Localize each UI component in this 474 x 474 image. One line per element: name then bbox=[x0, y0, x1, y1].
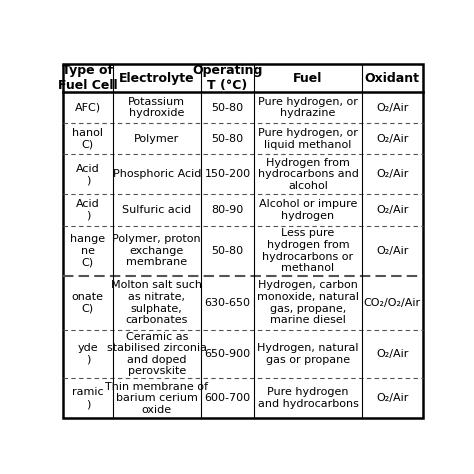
Text: Polymer, proton
exchange
membrane: Polymer, proton exchange membrane bbox=[112, 234, 201, 267]
Text: 50-80: 50-80 bbox=[211, 246, 244, 256]
Text: ramic
): ramic ) bbox=[72, 387, 104, 409]
Text: Fuel: Fuel bbox=[293, 72, 323, 84]
Text: O₂/Air: O₂/Air bbox=[376, 393, 409, 403]
Text: Pure hydrogen
and hydrocarbons: Pure hydrogen and hydrocarbons bbox=[257, 387, 358, 409]
Text: Potassium
hydroxide: Potassium hydroxide bbox=[128, 97, 185, 118]
Text: Pure hydrogen, or
liquid methanol: Pure hydrogen, or liquid methanol bbox=[258, 128, 358, 150]
Text: Type of
Fuel Cell: Type of Fuel Cell bbox=[58, 64, 118, 92]
Text: Oxidant: Oxidant bbox=[365, 72, 420, 84]
Text: O₂/Air: O₂/Air bbox=[376, 102, 409, 112]
Text: Phosphoric Acid: Phosphoric Acid bbox=[112, 169, 201, 179]
Text: Less pure
hydrogen from
hydrocarbons or
methanol: Less pure hydrogen from hydrocarbons or … bbox=[263, 228, 354, 273]
Text: O₂/Air: O₂/Air bbox=[376, 169, 409, 179]
Text: O₂/Air: O₂/Air bbox=[376, 349, 409, 359]
Text: yde
): yde ) bbox=[78, 343, 98, 365]
Text: Hydrogen, natural
gas or propane: Hydrogen, natural gas or propane bbox=[257, 343, 359, 365]
Text: Ceramic as
stabilised zirconia
and doped
perovskite: Ceramic as stabilised zirconia and doped… bbox=[107, 332, 207, 376]
Text: Polymer: Polymer bbox=[134, 134, 179, 144]
Text: 650-900: 650-900 bbox=[205, 349, 251, 359]
Text: hange
ne
C): hange ne C) bbox=[70, 234, 105, 267]
Text: CO₂/O₂/Air: CO₂/O₂/Air bbox=[364, 298, 421, 308]
Text: Hydrogen, carbon
monoxide, natural
gas, propane,
marine diesel: Hydrogen, carbon monoxide, natural gas, … bbox=[257, 281, 359, 325]
Text: O₂/Air: O₂/Air bbox=[376, 246, 409, 256]
Text: Electrolyte: Electrolyte bbox=[119, 72, 194, 84]
Text: Sulfuric acid: Sulfuric acid bbox=[122, 205, 191, 215]
Text: hanol
C): hanol C) bbox=[73, 128, 103, 150]
Text: Acid
): Acid ) bbox=[76, 199, 100, 221]
Text: 150-200: 150-200 bbox=[205, 169, 251, 179]
Text: 600-700: 600-700 bbox=[205, 393, 251, 403]
Text: 80-90: 80-90 bbox=[211, 205, 244, 215]
Text: Pure hydrogen, or
hydrazine: Pure hydrogen, or hydrazine bbox=[258, 97, 358, 118]
Text: onate
C): onate C) bbox=[72, 292, 104, 314]
Text: 50-80: 50-80 bbox=[211, 134, 244, 144]
Text: Alcohol or impure
hydrogen: Alcohol or impure hydrogen bbox=[259, 199, 357, 221]
Text: O₂/Air: O₂/Air bbox=[376, 134, 409, 144]
Text: Operating
T (°C): Operating T (°C) bbox=[192, 64, 263, 92]
Text: Molton salt such
as nitrate,
sulphate,
carbonates: Molton salt such as nitrate, sulphate, c… bbox=[111, 281, 202, 325]
Text: Thin membrane of
barium cerium
oxide: Thin membrane of barium cerium oxide bbox=[105, 382, 208, 415]
Text: O₂/Air: O₂/Air bbox=[376, 205, 409, 215]
Text: Hydrogen from
hydrocarbons and
alcohol: Hydrogen from hydrocarbons and alcohol bbox=[257, 158, 358, 191]
Text: Acid
): Acid ) bbox=[76, 164, 100, 185]
Text: AFC): AFC) bbox=[75, 102, 101, 112]
Text: 50-80: 50-80 bbox=[211, 102, 244, 112]
Text: 630-650: 630-650 bbox=[205, 298, 251, 308]
